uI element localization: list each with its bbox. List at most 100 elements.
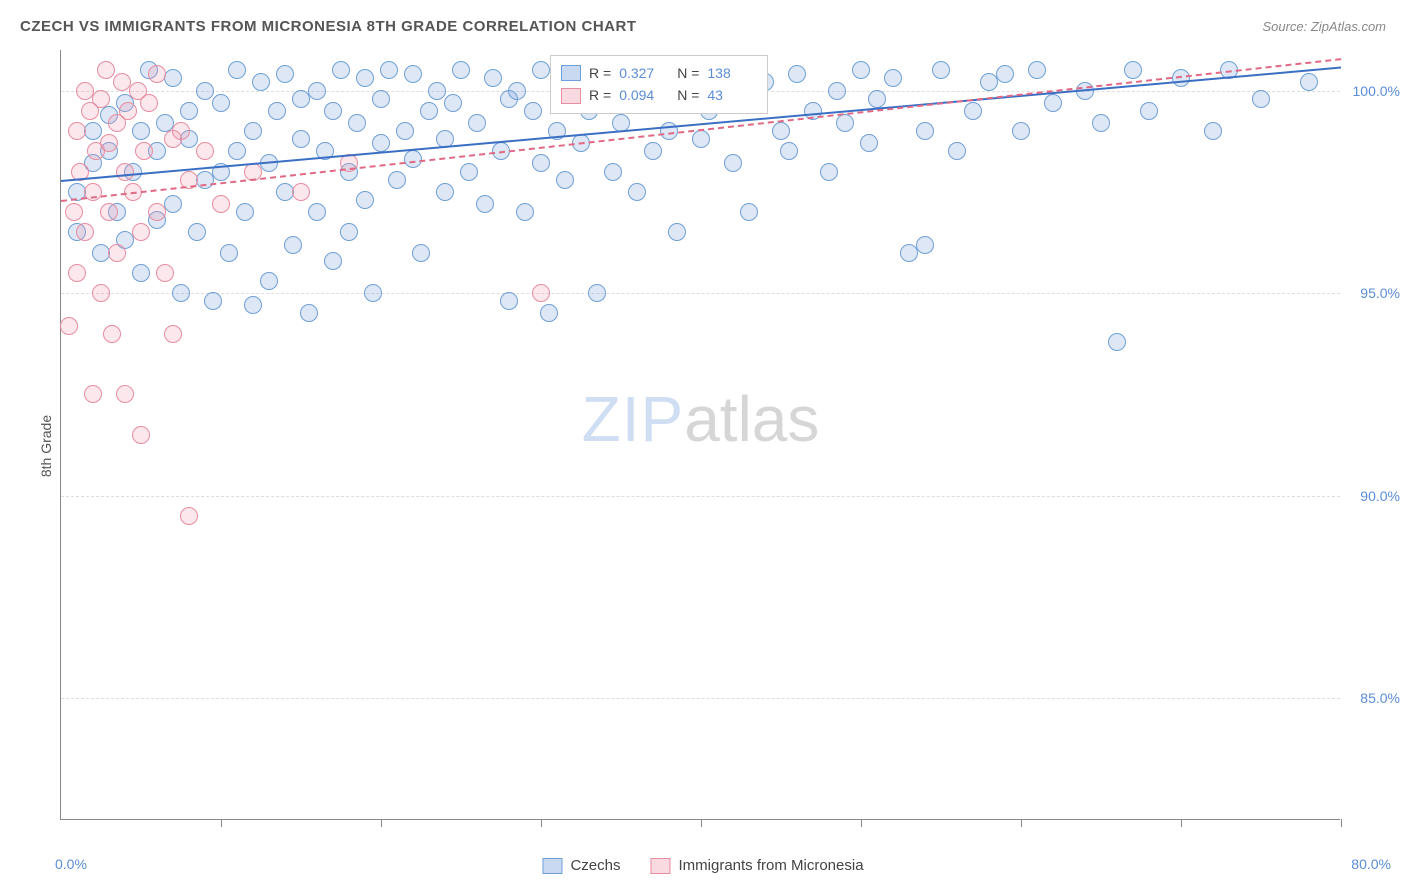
data-point <box>308 203 326 221</box>
data-point <box>780 142 798 160</box>
r-label: R = <box>589 62 611 84</box>
data-point <box>508 82 526 100</box>
data-point <box>540 304 558 322</box>
n-label: N = <box>677 84 699 106</box>
data-point <box>356 191 374 209</box>
data-point <box>404 65 422 83</box>
data-point <box>532 61 550 79</box>
stats-row: R = 0.094 N = 43 <box>561 84 757 106</box>
data-point <box>628 183 646 201</box>
data-point <box>103 325 121 343</box>
data-point <box>1124 61 1142 79</box>
stats-row: R =0.327N =138 <box>561 62 757 84</box>
data-point <box>244 296 262 314</box>
n-value: 138 <box>707 62 757 84</box>
data-point <box>1092 114 1110 132</box>
data-point <box>1300 73 1318 91</box>
data-point <box>100 134 118 152</box>
data-point <box>916 122 934 140</box>
plot-area: ZIPatlas 85.0%90.0%95.0%100.0% <box>60 50 1340 820</box>
data-point <box>500 292 518 310</box>
data-point <box>180 102 198 120</box>
watermark: ZIPatlas <box>582 382 820 456</box>
data-point <box>364 284 382 302</box>
data-point <box>420 102 438 120</box>
chart-title: CZECH VS IMMIGRANTS FROM MICRONESIA 8TH … <box>20 18 637 35</box>
legend-swatch <box>650 858 670 874</box>
data-point <box>588 284 606 302</box>
data-point <box>1028 61 1046 79</box>
data-point <box>396 122 414 140</box>
data-point <box>740 203 758 221</box>
x-tick <box>541 819 542 827</box>
data-point <box>119 102 137 120</box>
data-point <box>132 426 150 444</box>
stats-legend: R =0.327N =138R =0.094N =43 <box>550 55 768 114</box>
data-point <box>388 171 406 189</box>
data-point <box>1140 102 1158 120</box>
data-point <box>452 61 470 79</box>
data-point <box>372 134 390 152</box>
data-point <box>252 73 270 91</box>
data-point <box>68 122 86 140</box>
data-point <box>292 130 310 148</box>
x-tick <box>221 819 222 827</box>
data-point <box>436 183 454 201</box>
data-point <box>836 114 854 132</box>
data-point <box>300 304 318 322</box>
data-point <box>1108 333 1126 351</box>
data-point <box>340 223 358 241</box>
data-point <box>212 195 230 213</box>
x-axis-min-label: 0.0% <box>55 856 87 872</box>
data-point <box>460 163 478 181</box>
source-label: Source: ZipAtlas.com <box>1262 19 1386 34</box>
data-point <box>348 114 366 132</box>
data-point <box>820 163 838 181</box>
y-tick-label: 85.0% <box>1360 690 1400 706</box>
r-label: R = <box>589 84 611 106</box>
data-point <box>292 183 310 201</box>
data-point <box>236 203 254 221</box>
data-point <box>188 223 206 241</box>
x-tick <box>1341 819 1342 827</box>
data-point <box>228 61 246 79</box>
n-value: 43 <box>707 84 757 106</box>
data-point <box>644 142 662 160</box>
x-tick <box>381 819 382 827</box>
data-point <box>180 507 198 525</box>
r-value: 0.094 <box>619 84 669 106</box>
data-point <box>148 65 166 83</box>
data-point <box>324 102 342 120</box>
data-point <box>412 244 430 262</box>
n-label: N = <box>677 62 699 84</box>
data-point <box>156 264 174 282</box>
data-point <box>284 236 302 254</box>
data-point <box>65 203 83 221</box>
data-point <box>132 122 150 140</box>
data-point <box>164 195 182 213</box>
data-point <box>324 252 342 270</box>
data-point <box>916 236 934 254</box>
data-point <box>220 244 238 262</box>
data-point <box>116 385 134 403</box>
data-point <box>92 90 110 108</box>
data-point <box>692 130 710 148</box>
data-point <box>84 122 102 140</box>
data-point <box>164 325 182 343</box>
data-point <box>372 90 390 108</box>
data-point <box>476 195 494 213</box>
data-point <box>148 203 166 221</box>
data-point <box>1012 122 1030 140</box>
legend-swatch <box>561 65 581 81</box>
legend-item: Czechs <box>542 857 620 874</box>
data-point <box>380 61 398 79</box>
data-point <box>604 163 622 181</box>
data-point <box>164 69 182 87</box>
legend-item: Immigrants from Micronesia <box>650 857 863 874</box>
series-legend: Czechs Immigrants from Micronesia <box>542 857 863 874</box>
data-point <box>108 244 126 262</box>
data-point <box>92 284 110 302</box>
x-axis-max-label: 80.0% <box>1351 856 1391 872</box>
data-point <box>964 102 982 120</box>
data-point <box>116 163 134 181</box>
